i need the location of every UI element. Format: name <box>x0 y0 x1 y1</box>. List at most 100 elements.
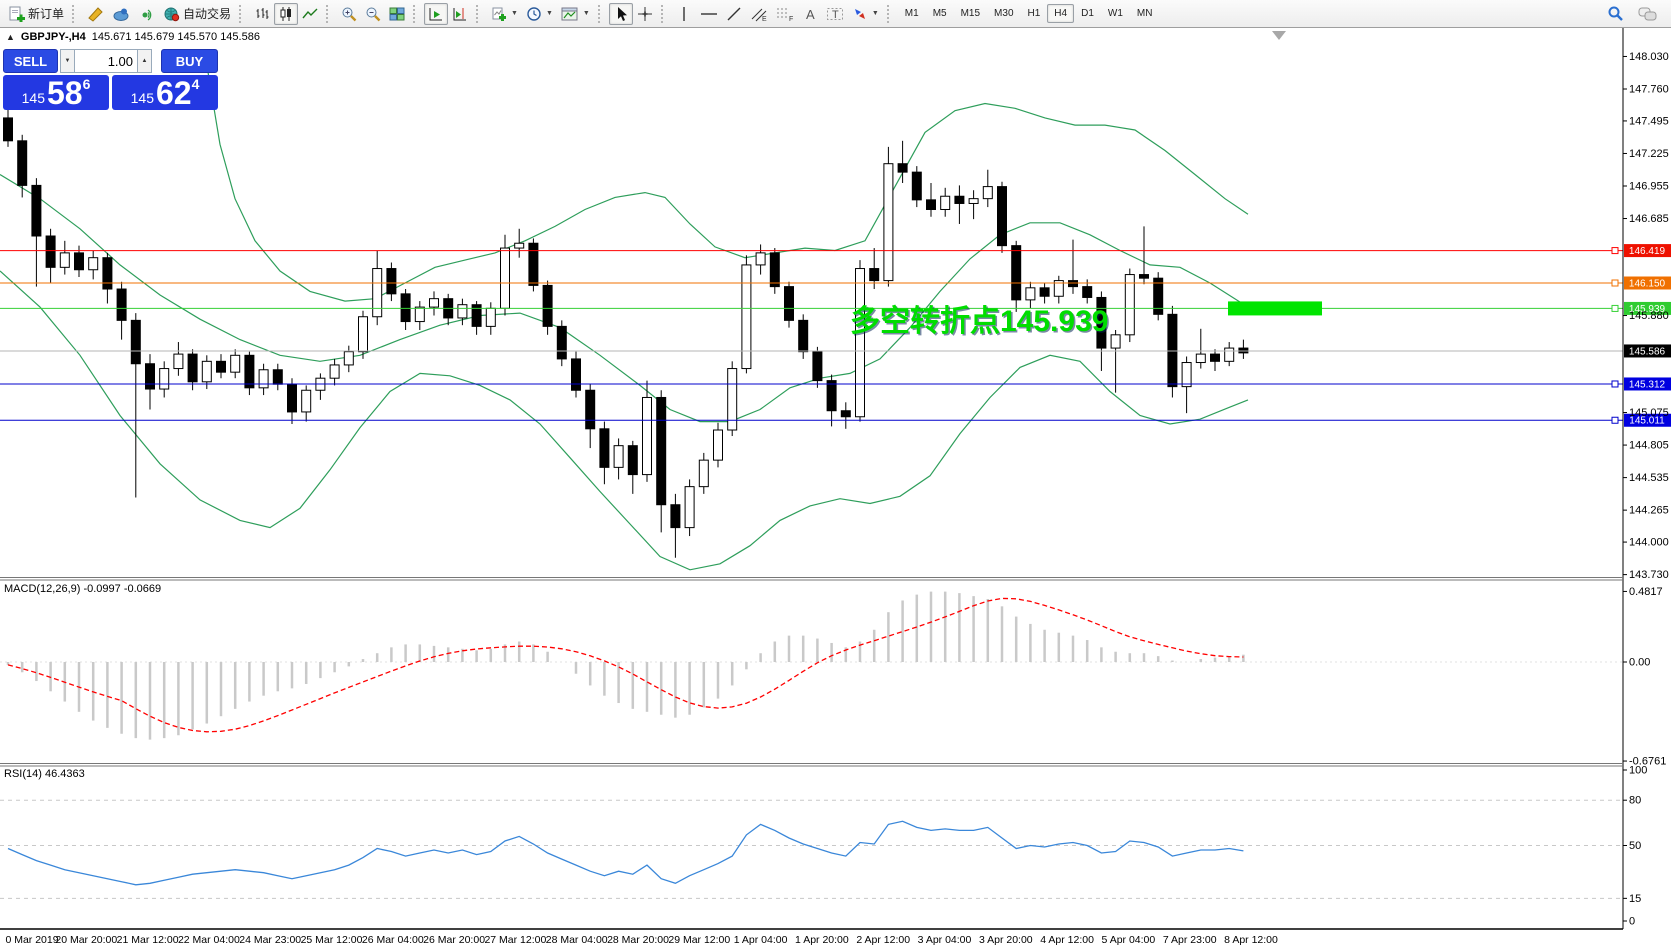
svg-text:-0.6761: -0.6761 <box>1629 756 1666 768</box>
svg-text:146.419: 146.419 <box>1629 246 1666 257</box>
arrows-tool-button[interactable]: ▼ <box>848 3 883 25</box>
dropdown-arrow-icon: ▼ <box>871 10 879 17</box>
timeframe-button-h4[interactable]: H4 <box>1047 4 1075 23</box>
chart-text-annotation[interactable]: 多空转折点145.939 <box>850 305 1109 338</box>
svg-text:147.225: 147.225 <box>1629 148 1669 160</box>
vertical-line-icon <box>683 6 685 21</box>
zoom-in-button[interactable] <box>337 3 361 25</box>
timeframe-button-m5[interactable]: M5 <box>932 8 947 19</box>
chart-shift-marker[interactable] <box>1272 31 1286 40</box>
line-handle <box>1611 279 1619 287</box>
sell-price-big: 58 <box>46 75 83 111</box>
zoom-in-icon <box>342 7 357 21</box>
svg-text:144.535: 144.535 <box>1629 472 1669 484</box>
fibonacci-tool-button[interactable]: F <box>772 3 798 25</box>
chart-shift-button[interactable] <box>448 3 472 25</box>
price-axis: 148.030 147.760 147.495 147.225 146.955 146.6… <box>0 28 1669 930</box>
auto-trading-label: 自动交易 <box>183 7 232 21</box>
timeframe-button-m30[interactable]: M30 <box>994 8 1014 19</box>
channel-tool-button[interactable]: E <box>746 3 772 25</box>
chart-canvas[interactable]: 146.419 146.150 145.939 145.586 145.312 145.0… <box>0 28 1671 951</box>
svg-text:145.075: 145.075 <box>1629 407 1669 419</box>
date-label: 2 Apr 12:00 <box>856 934 910 946</box>
date-label: 7 Apr 23:00 <box>1163 934 1217 946</box>
arrows-icon <box>854 8 865 19</box>
periods-button[interactable]: ▼ <box>522 3 557 25</box>
auto-scroll-button[interactable] <box>424 2 449 25</box>
volume-increase-button[interactable]: ▲ <box>137 49 152 73</box>
dropdown-arrow-icon: ▼ <box>582 10 590 17</box>
highlight-rectangle[interactable] <box>1228 301 1322 316</box>
rsi-line <box>7 820 1244 886</box>
line-chart-icon <box>302 8 318 18</box>
crosshair-icon <box>637 6 652 21</box>
timeframe-button-mn[interactable]: MN <box>1136 8 1153 19</box>
new-order-button[interactable]: 新订单 <box>4 3 68 25</box>
buy-button[interactable]: BUY <box>161 49 218 73</box>
one-click-trading-panel: SELL ▼ ▲ BUY 145 58 6 145 62 4 <box>3 49 218 110</box>
auto-trading-globe-icon <box>164 7 180 21</box>
svg-text:0: 0 <box>1629 916 1635 928</box>
svg-text:145.880: 145.880 <box>1629 310 1669 322</box>
new-chart-button[interactable]: ▼ <box>487 3 522 25</box>
buy-price-display[interactable]: 145 62 4 <box>112 75 218 110</box>
rsi-indicator-label: RSI(14) 46.4363 <box>4 768 85 780</box>
timeframe-button-m1[interactable]: M1 <box>904 8 919 19</box>
community-button[interactable] <box>108 3 134 25</box>
timeframe-button-h1[interactable]: H1 <box>1027 8 1041 19</box>
search-button[interactable] <box>1603 3 1628 25</box>
date-label: 28 Mar 04:00 <box>546 934 608 946</box>
chart-workspace: 146.419 146.150 145.939 145.586 145.312 145.0… <box>0 28 1671 951</box>
date-label: 1 Apr 04:00 <box>734 934 788 946</box>
tile-windows-button[interactable] <box>385 3 409 25</box>
trendline-tool-button[interactable] <box>722 3 746 25</box>
volume-input[interactable] <box>75 49 137 73</box>
toolbar-grip <box>326 4 333 23</box>
cursor-tool-button[interactable] <box>608 2 633 25</box>
text-tool-button[interactable]: A <box>798 3 822 25</box>
equidistant-channel-icon: E <box>751 8 767 22</box>
volume-stepper: ▼ ▲ <box>60 49 159 73</box>
svg-text:A: A <box>806 7 815 22</box>
label-tool-button[interactable]: T <box>822 3 848 25</box>
chart-shift-icon <box>453 7 467 20</box>
toolbar-grip <box>239 4 246 23</box>
sell-price-display[interactable]: 145 58 6 <box>3 75 109 110</box>
bollinger-lower <box>0 270 1249 571</box>
vertical-line-tool-button[interactable] <box>672 3 696 25</box>
timeframe-button-m15[interactable]: M15 <box>960 8 981 19</box>
chat-button[interactable] <box>1634 3 1661 25</box>
bar-chart-button[interactable] <box>250 3 274 25</box>
macd-panel <box>0 591 1623 740</box>
price-tag-145.011 <box>1624 413 1671 427</box>
svg-text:0.00: 0.00 <box>1629 657 1650 669</box>
horizontal-price-lines[interactable] <box>0 247 1623 424</box>
price-tag-146.150 <box>1624 276 1671 290</box>
zoom-out-button[interactable] <box>361 3 385 25</box>
date-label: 20 Mar 20:00 <box>55 934 117 946</box>
crosshair-tool-button[interactable] <box>633 3 657 25</box>
sell-button[interactable]: SELL <box>3 49 58 73</box>
dropdown-arrow-icon: ▼ <box>511 10 518 17</box>
timeframe-button-w1[interactable]: W1 <box>1107 8 1123 19</box>
candlestick-chart-button[interactable] <box>274 2 299 25</box>
date-label: 22 Mar 04:00 <box>178 934 240 946</box>
bollinger-upper <box>204 53 1249 302</box>
signals-button[interactable] <box>134 3 159 25</box>
volume-decrease-button[interactable]: ▼ <box>60 49 75 73</box>
signal-icon <box>142 8 152 21</box>
price-axis-tags[interactable]: 146.419 146.150 145.939 145.586 145.312 145.0… <box>1624 244 1671 427</box>
date-label: 4 Apr 12:00 <box>1040 934 1094 946</box>
line-chart-button[interactable] <box>298 3 322 25</box>
cursor-icon <box>617 6 627 21</box>
styler-button[interactable] <box>83 3 108 25</box>
timeframe-toolbar: M1 M5 M15 M30 H1 H4 D1 W1 MN <box>898 4 1160 23</box>
svg-text:146.685: 146.685 <box>1629 213 1669 225</box>
auto-trading-button[interactable]: 自动交易 <box>159 3 235 25</box>
svg-text:T: T <box>832 9 839 21</box>
new-chart-icon <box>492 7 507 21</box>
horizontal-line-tool-button[interactable] <box>696 3 722 25</box>
collapse-panel-icon[interactable]: ▲ <box>6 32 15 42</box>
timeframe-button-d1[interactable]: D1 <box>1081 8 1094 19</box>
templates-button[interactable]: ▼ <box>557 3 594 25</box>
